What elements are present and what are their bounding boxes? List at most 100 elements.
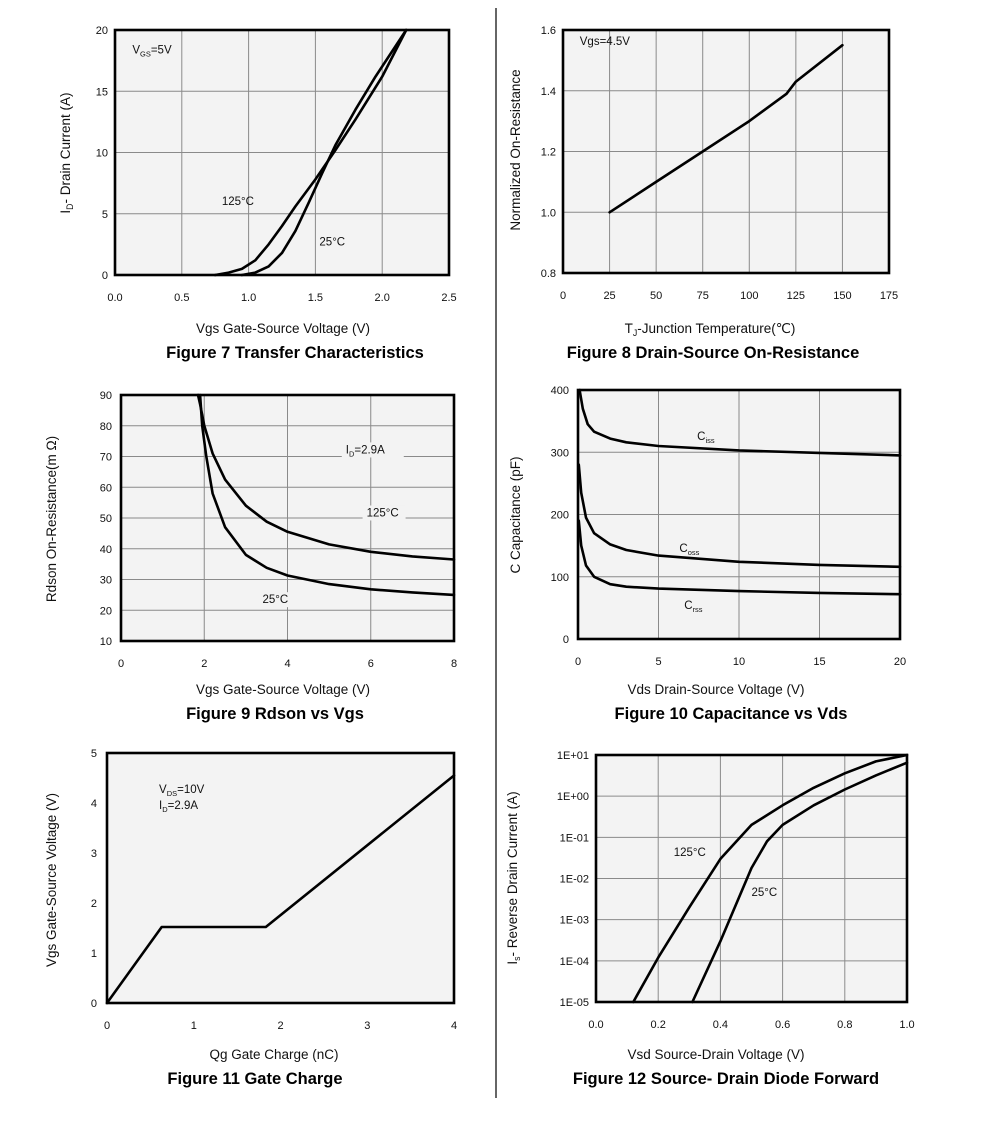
fig11-x-tick-label: 4: [451, 1020, 457, 1032]
fig12-x-axis-label: Vsd Source-Drain Voltage (V): [627, 1047, 804, 1062]
fig8-x-tick-label: 50: [650, 290, 662, 302]
fig8-plot-frame: [561, 28, 891, 275]
fig9-y-tick-label: 40: [100, 544, 112, 556]
fig12-y-tick-label: 1E+01: [557, 750, 589, 762]
fig11-y-tick-label: 2: [91, 898, 97, 910]
fig8-x-tick-label: 150: [833, 290, 851, 302]
fig8-y-tick-label: 1.0: [541, 207, 556, 219]
fig12-x-tick-label: 0.4: [713, 1019, 728, 1031]
fig9-y-tick-label: 10: [100, 636, 112, 648]
fig10-y-tick-label: 0: [563, 634, 569, 646]
fig11-y-axis-label: Vgs Gate-Source Voltage (V): [44, 793, 59, 967]
fig9-y-axis-label: Rdson On-Resistance(m Ω): [44, 436, 59, 602]
fig12-series-label-25-c: 25°C: [752, 887, 778, 899]
fig10-curve-ciss: [578, 388, 902, 457]
fig7-y-tick-label: 0: [102, 270, 108, 282]
fig11-y-tick-label: 3: [91, 848, 97, 860]
fig8-y-tick-label: 1.2: [541, 147, 556, 159]
fig7-x-tick-label: 0.0: [107, 292, 122, 304]
fig8-annotation-1: Vgs=4.5V: [580, 36, 631, 48]
fig10-series-label-coss: Coss: [679, 543, 699, 557]
fig9-x-axis-label: Vgs Gate-Source Voltage (V): [196, 682, 370, 697]
fig11-plot-frame: [105, 751, 456, 1005]
fig7-annotation-1: VGS=5V: [132, 44, 172, 58]
fig9-label-bg: [258, 592, 295, 608]
fig10-caption: Figure 10 Capacitance vs Vds: [615, 705, 848, 723]
fig7-x-tick-label: 1.0: [241, 292, 256, 304]
fig12-y-axis-label: Is- Reverse Drain Current (A): [505, 791, 522, 964]
fig7-series-label-125-c: 125°C: [222, 196, 254, 208]
fig10-y-axis-label: C Capacitance (pF): [508, 456, 523, 573]
fig9-x-tick-label: 6: [368, 658, 374, 670]
fig10-x-tick-label: 20: [894, 656, 906, 668]
fig12-curve-125-c: [632, 753, 909, 1004]
fig11-y-tick-label: 4: [91, 798, 97, 810]
fig10-x-tick-label: 5: [655, 656, 661, 668]
fig10-y-tick-label: 200: [551, 510, 569, 522]
fig8-x-tick-label: 175: [880, 290, 898, 302]
fig12-curve-25-c: [691, 761, 909, 1004]
fig9-y-tick-label: 30: [100, 575, 112, 587]
fig10-plot-frame: [576, 388, 902, 641]
fig12-y-tick-label: 1E-04: [560, 956, 589, 968]
fig10-x-tick-label: 15: [813, 656, 825, 668]
fig8-x-tick-label: 0: [560, 290, 566, 302]
fig7-y-tick-label: 10: [96, 148, 108, 160]
fig7-x-tick-label: 2.0: [375, 292, 390, 304]
fig12-x-tick-label: 0.2: [651, 1019, 666, 1031]
fig10-curve-coss: [577, 463, 902, 569]
fig7-x-tick-label: 0.5: [174, 292, 189, 304]
fig11-y-tick-label: 1: [91, 948, 97, 960]
fig9-plot-frame: [119, 393, 456, 643]
fig11-x-tick-label: 3: [364, 1020, 370, 1032]
fig12-y-tick-label: 1E-03: [560, 915, 589, 927]
fig8-y-tick-label: 0.8: [541, 268, 556, 280]
fig9-x-tick-label: 8: [451, 658, 457, 670]
fig8-curve-series-1: [608, 43, 844, 214]
fig9-x-tick-label: 4: [284, 658, 290, 670]
fig8-x-axis-label: TJ-Junction Temperature(℃): [625, 321, 796, 338]
fig9-annotation-1: ID=2.9A: [346, 444, 385, 458]
fig8-caption: Figure 8 Drain-Source On-Resistance: [567, 344, 860, 362]
fig7-y-tick-label: 20: [96, 25, 108, 37]
fig12-series-label-125-c: 125°C: [674, 847, 706, 859]
fig7-chart: 0.0 0.5 1.0 1.5 2.0 2.5 0 5 10 15 20 125°C 25°C VGS=5…: [58, 25, 457, 362]
fig7-x-tick-label: 2.5: [441, 292, 456, 304]
fig9-x-tick-label: 0: [118, 658, 124, 670]
fig8-y-tick-label: 1.6: [541, 25, 556, 37]
fig9-curve-125-c: [196, 393, 456, 561]
fig9-y-tick-label: 70: [100, 452, 112, 464]
fig9-y-tick-label: 90: [100, 390, 112, 402]
fig10-y-tick-label: 100: [551, 572, 569, 584]
fig7-y-tick-label: 15: [96, 86, 108, 98]
fig8-x-tick-label: 100: [740, 290, 758, 302]
fig11-x-tick-label: 0: [104, 1020, 110, 1032]
fig9-label-bg: [362, 505, 406, 521]
fig12-y-tick-label: 1E-02: [560, 874, 589, 886]
fig9-y-tick-label: 50: [100, 513, 112, 525]
fig11-chart: 0 1 2 3 4 0 1 2 3 4 5 VDS=10V ID=2.9A Qg Gate Charge …: [44, 748, 457, 1088]
fig9-series-label-125-c: 125°C: [367, 507, 399, 519]
fig8-x-tick-label: 75: [697, 290, 709, 302]
fig7-y-axis-label: ID- Drain Current (A): [58, 92, 75, 213]
fig11-y-tick-label: 0: [91, 998, 97, 1010]
fig9-annotation-bg: [341, 442, 404, 458]
fig8-y-tick-label: 1.4: [541, 86, 556, 98]
fig8-y-axis-label: Normalized On-Resistance: [508, 69, 523, 230]
fig12-x-tick-label: 0.0: [588, 1019, 603, 1031]
fig9-caption: Figure 9 Rdson vs Vgs: [186, 705, 364, 723]
fig10-y-tick-label: 300: [551, 447, 569, 459]
fig10-x-tick-label: 10: [733, 656, 745, 668]
fig12-x-tick-label: 0.6: [775, 1019, 790, 1031]
fig12-plot-frame: [594, 753, 909, 1004]
fig11-curve-series-1: [105, 774, 456, 1005]
fig9-y-tick-label: 20: [100, 605, 112, 617]
fig11-caption: Figure 11 Gate Charge: [167, 1070, 342, 1088]
fig9-y-tick-label: 80: [100, 421, 112, 433]
fig11-x-tick-label: 2: [277, 1020, 283, 1032]
fig7-plot-frame: [113, 28, 451, 277]
fig8-x-tick-label: 25: [603, 290, 615, 302]
fig8-x-tick-label: 125: [787, 290, 805, 302]
